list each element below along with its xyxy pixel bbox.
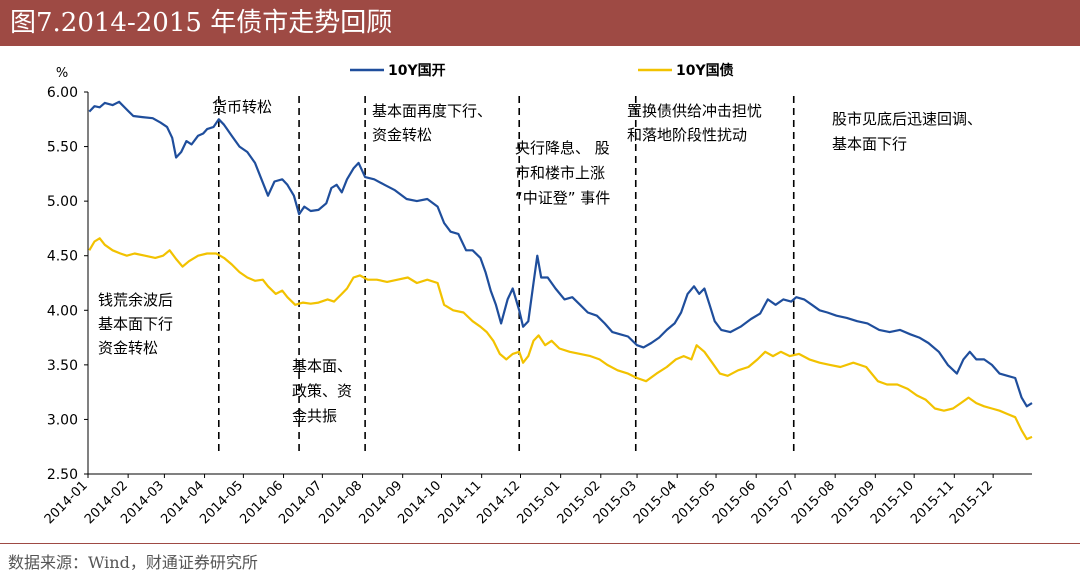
- x-tick-label: 2014-08: [316, 478, 365, 527]
- source-divider: [0, 543, 1080, 544]
- y-tick-label: 2.50: [47, 467, 78, 483]
- data-source-note: 数据来源：Wind，财通证券研究所: [8, 553, 258, 572]
- annotation-text: 政策、资: [292, 382, 352, 400]
- annotation-text: 基本面再度下行、: [372, 102, 492, 120]
- x-tick-label: 2014-05: [197, 478, 246, 527]
- y-tick-label: 3.50: [47, 358, 78, 374]
- annotation-text: 基本面下行: [98, 315, 173, 333]
- x-tick-label: 2014-07: [276, 478, 325, 527]
- annotation-text: 金共振: [292, 407, 337, 425]
- y-tick-label: 4.50: [47, 249, 78, 265]
- annotation-text: 资金转松: [372, 126, 432, 144]
- annotation-text: 货币转松: [212, 98, 272, 116]
- x-tick-label: 2015-01: [514, 478, 563, 527]
- y-tick-label: 5.00: [47, 194, 78, 210]
- x-tick-label: 2015-07: [749, 478, 798, 527]
- series-line-10y-gov: [88, 237, 1033, 441]
- x-tick-label: 2014-01: [42, 478, 91, 527]
- page-title: 图7.2014-2015 年债市走势回顾: [10, 8, 393, 38]
- x-tick-label: 2015-05: [670, 478, 719, 527]
- annotation-text: 和落地阶段性扰动: [627, 126, 747, 144]
- annotation-text: 市和楼市上涨: [515, 164, 605, 182]
- title-bar: 图7.2014-2015 年债市走势回顾: [0, 0, 1080, 46]
- annotation-text: “中证登” 事件: [515, 189, 610, 207]
- annotation-text: 基本面、: [292, 357, 352, 375]
- y-axis-unit: %: [56, 66, 68, 81]
- legend-label: 10Y国开: [388, 63, 446, 79]
- y-tick-label: 3.00: [47, 412, 78, 428]
- x-tick-label: 2015-08: [789, 478, 838, 527]
- bond-yield-chart: 6.00 5.50 5.00 4.50 4.00 3.50 3.00 2.50% 2014-01…: [42, 62, 1033, 527]
- annotation-text: 置换债供给冲击担忧: [627, 102, 762, 120]
- y-tick-label: 5.50: [47, 140, 78, 156]
- annotation-text: 钱荒余波后: [98, 291, 173, 309]
- x-tick-label: 2015-10: [868, 478, 917, 527]
- x-tick-label: 2015-12: [947, 478, 996, 527]
- annotation-text: 基本面下行: [832, 135, 907, 153]
- annotation-text: 股市见底后迅速回调、: [832, 110, 982, 128]
- annotation-text: 央行降息、 股: [515, 139, 610, 157]
- y-tick-label: 4.00: [47, 303, 78, 319]
- annotation-text: 资金转松: [98, 339, 158, 357]
- x-tick-label: 2014-10: [395, 478, 444, 527]
- y-tick-label: 6.00: [47, 85, 78, 101]
- x-tick-label: 2014-12: [474, 478, 523, 527]
- legend-label: 10Y国债: [676, 62, 734, 79]
- series-line-10y-cdb: [88, 100, 1033, 408]
